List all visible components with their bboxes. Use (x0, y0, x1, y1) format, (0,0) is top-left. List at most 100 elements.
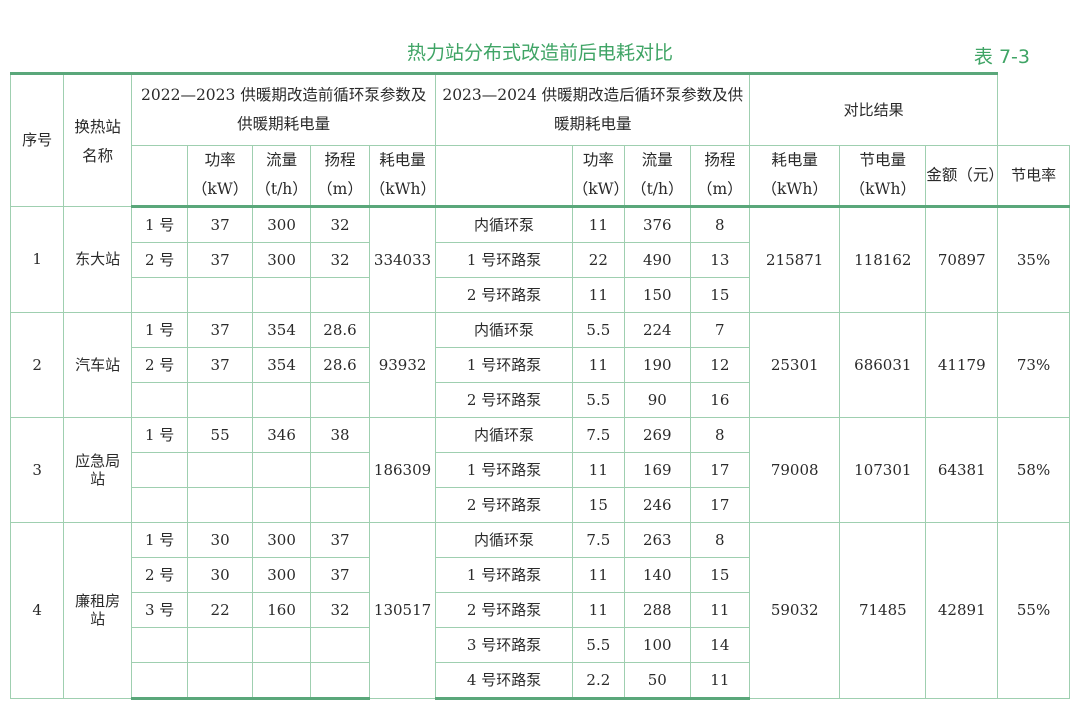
before-power (187, 381, 253, 418)
after-head: 15 (689, 276, 751, 313)
saving-rate: 58% (997, 416, 1070, 523)
after-power: 7.5 (571, 416, 625, 453)
saving-rate: 55% (997, 521, 1070, 699)
after-flow: 263 (623, 521, 691, 558)
saved-energy: 107301 (839, 416, 927, 523)
saved-amount: 41179 (925, 311, 999, 418)
before-power: 37 (187, 346, 253, 383)
after-pump-name: 2 号环路泵 (435, 591, 573, 628)
table-row: 2 号 37 300 32 1 号环路泵 22 490 13 (11, 241, 1070, 278)
station-seq: 4 (9, 521, 65, 699)
before-power: 37 (187, 311, 253, 348)
table-row: 2 号 30 300 37 1 号环路泵 11 140 15 (11, 556, 1070, 593)
before-power (187, 276, 253, 313)
after-pump-name: 内循环泵 (435, 311, 573, 348)
table-row: 2 号 37 354 28.6 1 号环路泵 11 190 12 (11, 346, 1070, 383)
after-power: 11 (571, 556, 625, 593)
before-flow: 300 (251, 521, 312, 558)
after-flow: 50 (623, 661, 691, 700)
after-flow: 269 (623, 416, 691, 453)
before-pump-label (130, 626, 189, 663)
saving-rate: 35% (997, 205, 1070, 313)
header-before-blank (130, 145, 189, 208)
saved-amount: 64381 (925, 416, 999, 523)
after-energy: 25301 (749, 311, 841, 418)
after-pump-name: 2 号环路泵 (435, 486, 573, 523)
after-energy: 59032 (749, 521, 841, 699)
after-head: 14 (689, 626, 751, 663)
header-after-power: 功率（kW） (571, 145, 629, 208)
table-row: 3 应急局站 1 号 55 346 38 186309 内循环泵 7.5 269 8 79008 107… (9, 416, 1070, 523)
header-before-head: 扬程（m） (310, 145, 370, 208)
before-flow: 346 (251, 416, 312, 453)
header-after-group: 2023—2024 供暖期改造后循环泵参数及供暖期耗电量 (435, 72, 751, 146)
header-before-energy: 耗电量（kWh） (368, 145, 437, 208)
after-head: 12 (689, 346, 751, 383)
after-flow: 376 (623, 205, 691, 243)
after-flow: 90 (623, 381, 691, 418)
before-pump-label (130, 451, 189, 488)
table-row: 2 号环路泵 11 150 15 (11, 276, 1070, 313)
after-head: 8 (689, 521, 751, 558)
station-name: 应急局站 (63, 416, 132, 523)
before-pump-label: 3 号 (130, 591, 189, 628)
after-pump-name: 1 号环路泵 (435, 346, 573, 383)
after-power: 2.2 (571, 661, 625, 700)
before-power (187, 486, 253, 523)
after-flow: 490 (623, 241, 691, 278)
table-row: 2 汽车站 1 号 37 354 28.6 93932 内循环泵 5.5 224 7 25301 686… (9, 311, 1070, 418)
before-flow: 300 (251, 241, 312, 278)
table-row: 2 号环路泵 15 246 17 (11, 486, 1070, 523)
saved-amount: 42891 (925, 521, 999, 699)
after-power: 5.5 (571, 626, 625, 663)
before-power: 30 (187, 521, 253, 558)
header-before-power: 功率（kW） (187, 145, 253, 208)
after-power: 11 (571, 205, 625, 243)
before-pump-label: 1 号 (130, 311, 189, 348)
after-power: 5.5 (571, 381, 625, 418)
header-saved: 节电量（kWh） (839, 145, 927, 208)
after-power: 11 (571, 276, 625, 313)
saving-rate: 73% (997, 311, 1070, 418)
before-power: 22 (187, 591, 253, 628)
table-title: 热力站分布式改造前后电耗对比 (406, 42, 673, 64)
header-after-energy: 耗电量（kWh） (749, 145, 841, 208)
before-pump-label: 1 号 (130, 416, 189, 453)
before-pump-label (130, 381, 189, 418)
header-after-blank (435, 145, 573, 208)
station-name: 东大站 (63, 205, 132, 313)
after-flow: 246 (623, 486, 691, 523)
before-energy: 186309 (368, 416, 437, 523)
before-flow: 354 (251, 346, 312, 383)
before-head: 32 (310, 241, 370, 278)
after-flow: 150 (623, 276, 691, 313)
before-head (310, 661, 370, 700)
before-energy: 130517 (368, 521, 437, 699)
before-flow (251, 381, 312, 418)
before-power (187, 451, 253, 488)
after-flow: 224 (623, 311, 691, 348)
before-flow (251, 276, 312, 313)
table-body: 1 东大站 1 号 37 300 32 334033 内循环泵 11 376 8 215871 1181… (9, 205, 1070, 700)
after-power: 11 (571, 591, 625, 628)
after-head: 11 (689, 591, 751, 628)
after-energy: 79008 (749, 416, 841, 523)
table-row: 2 号环路泵 5.5 90 16 (11, 381, 1070, 418)
after-flow: 100 (623, 626, 691, 663)
after-head: 17 (689, 486, 751, 523)
before-flow (251, 451, 312, 488)
saved-energy: 71485 (839, 521, 927, 699)
before-flow: 160 (251, 591, 312, 628)
table-number: 表 7-3 (973, 46, 1030, 68)
after-pump-name: 内循环泵 (435, 521, 573, 558)
after-head: 11 (689, 661, 751, 700)
before-head: 38 (310, 416, 370, 453)
before-power: 55 (187, 416, 253, 453)
before-pump-label: 2 号 (130, 556, 189, 593)
after-head: 7 (689, 311, 751, 348)
table-row: 3 号 22 160 32 2 号环路泵 11 288 11 (11, 591, 1070, 628)
header-before-flow: 流量（t/h） (251, 145, 312, 208)
before-energy: 334033 (368, 205, 437, 313)
header-rate: 节电率 (997, 145, 1070, 208)
station-seq: 1 (9, 205, 65, 313)
